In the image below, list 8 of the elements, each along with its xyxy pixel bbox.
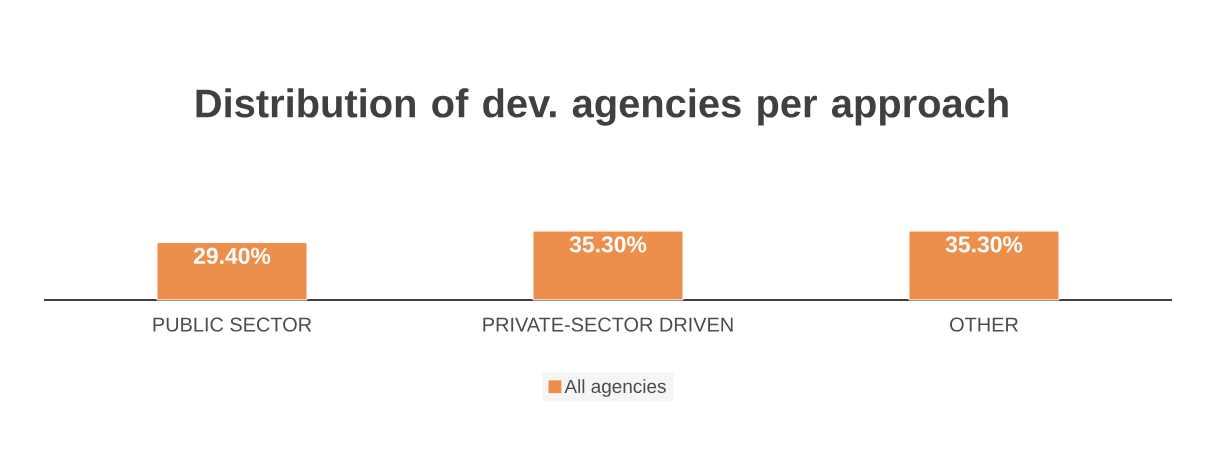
x-tick-label: PUBLIC SECTOR: [153, 317, 312, 332]
data-label: 35.30%: [945, 236, 1023, 253]
chart-title: Distribution of dev. agencies per approach: [196, 88, 1008, 126]
data-label: 35.30%: [569, 236, 647, 253]
x-tick-label: PRIVATE-SECTOR DRIVEN: [483, 317, 733, 332]
legend-label: All agencies: [564, 379, 666, 397]
x-tick-label: OTHER: [950, 317, 1018, 332]
data-label: 29.40%: [193, 247, 271, 264]
